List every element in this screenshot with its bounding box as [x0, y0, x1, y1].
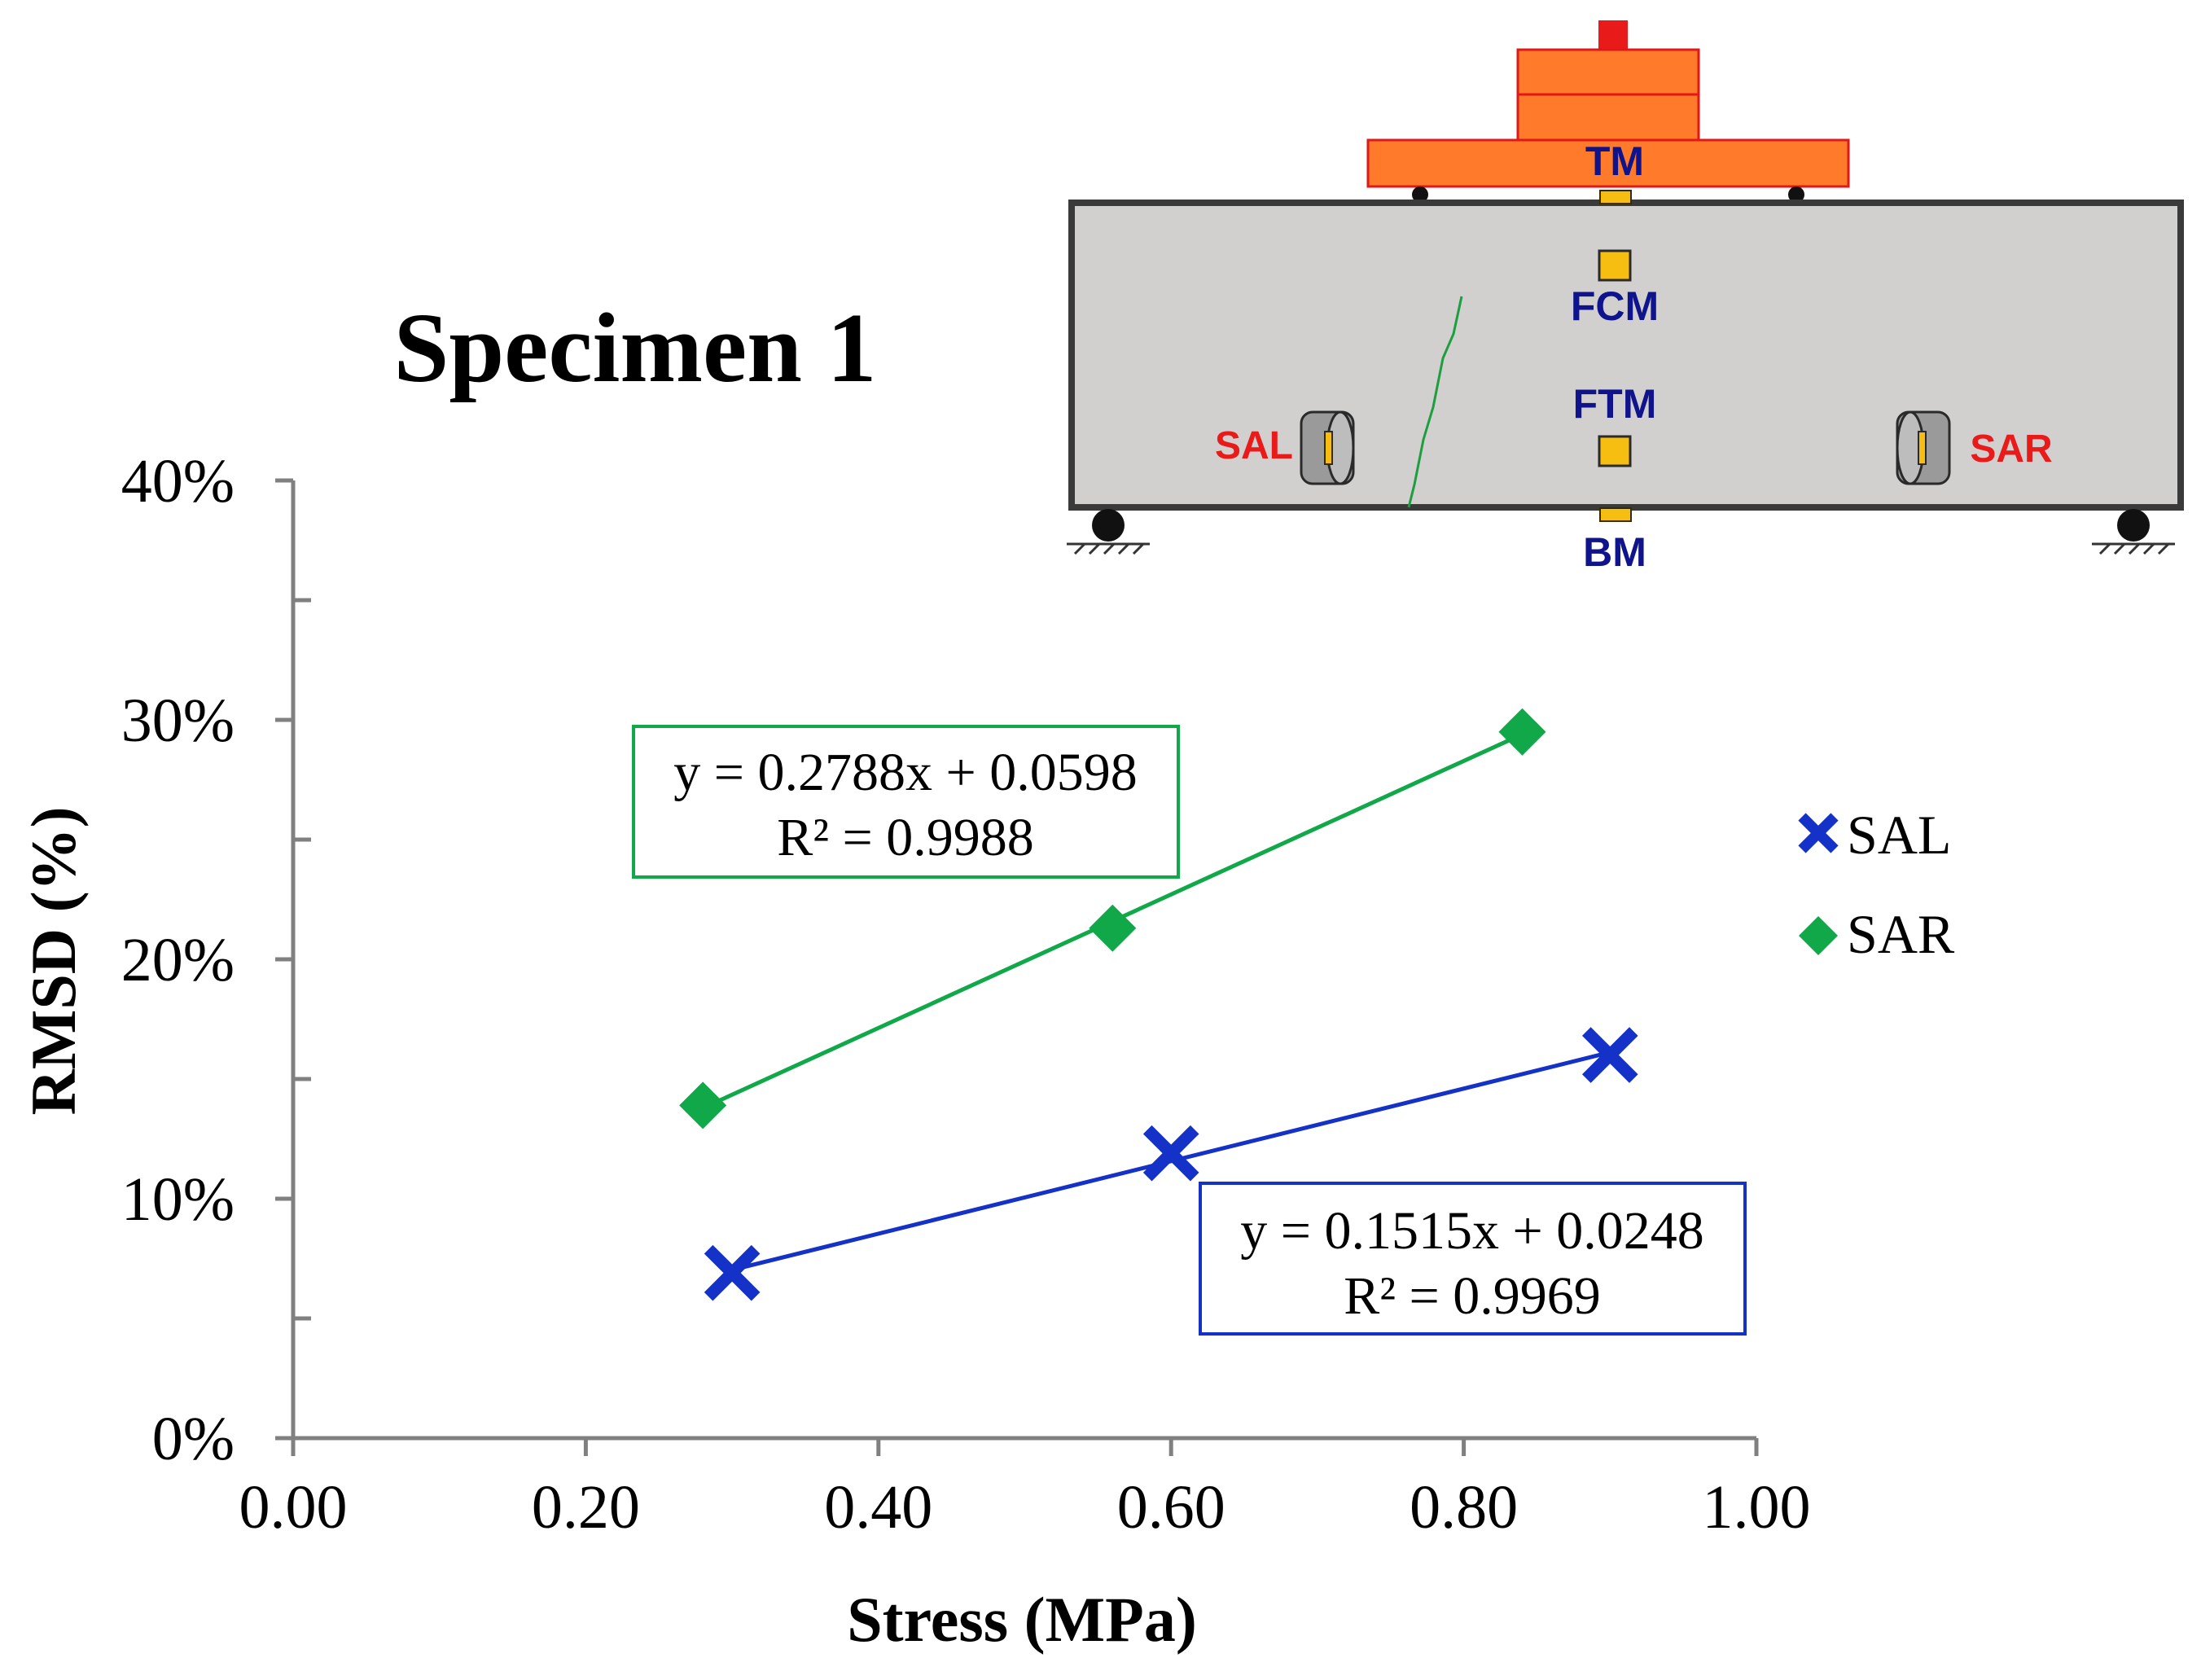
sensor-sar	[1896, 410, 1951, 485]
point-sar	[679, 1081, 727, 1130]
label-sal: SAL	[1215, 424, 1293, 467]
label-sar: SAR	[1970, 428, 2052, 471]
label-tm: TM	[1585, 138, 1644, 184]
sensor-ftm	[1598, 435, 1632, 467]
legend: SAL SAR	[1798, 804, 1955, 965]
sal-r2-text: R² = 0.9969	[1344, 1266, 1601, 1326]
support-right	[2092, 509, 2175, 555]
beam-test-diagram: TM FCM FTM BM SAL SAR	[1067, 20, 2184, 575]
sar-r2-text: R² = 0.9988	[777, 808, 1034, 867]
sar-equation-text: y = 0.2788x + 0.0598	[673, 743, 1137, 802]
point-sal	[1581, 1027, 1638, 1083]
load-block-upper	[1516, 48, 1700, 96]
axes: 0% 10% 20% 30% 40% 0.00 0.20 0.40 0.60 0.80 1.00	[121, 447, 1811, 1542]
x-axis-title: Stress (MPa)	[847, 1584, 1197, 1655]
label-bm: BM	[1583, 529, 1646, 575]
sar-equation-box: y = 0.2788x + 0.0598 R² = 0.9988	[632, 725, 1180, 879]
sensor-tm	[1599, 190, 1632, 204]
load-roller-left	[1412, 186, 1428, 203]
x-tick-label: 0.20	[532, 1473, 640, 1542]
sensor-fcm	[1598, 249, 1632, 282]
spreader-beam	[1366, 138, 1850, 188]
sal-equation-box: y = 0.1515x + 0.0248 R² = 0.9969	[1199, 1182, 1747, 1336]
sar-equation-frame	[632, 725, 1180, 879]
sal-equation-frame	[1199, 1182, 1747, 1336]
x-tick-label: 0.60	[1117, 1473, 1225, 1542]
y-tick-label: 0%	[152, 1405, 235, 1473]
legend-sar-diamond-icon	[1799, 916, 1838, 955]
point-sal	[1142, 1125, 1199, 1182]
x-tick-label: 1.00	[1703, 1473, 1811, 1542]
crack-line	[1407, 296, 1463, 508]
x-axis-ticks: 0.00 0.20 0.40 0.60 0.80 1.00	[239, 1438, 1811, 1542]
x-tick-label: 0.00	[239, 1473, 348, 1542]
legend-item-sar: SAR	[1799, 903, 1955, 965]
point-sar	[1498, 708, 1546, 756]
legend-item-sal: SAL	[1798, 804, 1951, 866]
y-axis-ticks: 0% 10% 20% 30% 40%	[121, 447, 311, 1473]
point-sar	[1089, 904, 1137, 952]
data-markers	[679, 708, 1638, 1301]
y-tick-label: 10%	[121, 1165, 235, 1234]
y-tick-label: 40%	[121, 447, 235, 515]
legend-sal-x-icon	[1798, 813, 1839, 853]
label-ftm: FTM	[1573, 381, 1657, 427]
label-fcm: FCM	[1571, 283, 1659, 329]
point-sal	[704, 1244, 761, 1301]
legend-sar-label: SAR	[1847, 903, 1955, 965]
legend-sal-label: SAL	[1847, 804, 1951, 866]
sal-equation-text: y = 0.1515x + 0.0248	[1240, 1201, 1703, 1261]
load-point	[1598, 20, 1628, 50]
sensor-bm	[1599, 507, 1632, 522]
x-tick-label: 0.80	[1410, 1473, 1518, 1542]
load-block-middle	[1516, 93, 1700, 142]
x-tick-label: 0.40	[824, 1473, 932, 1542]
sensor-sal	[1300, 410, 1355, 485]
y-axis-title: RMSD (%)	[18, 806, 89, 1115]
support-left	[1067, 509, 1150, 555]
y-tick-label: 20%	[121, 926, 235, 994]
y-tick-label: 30%	[121, 686, 235, 755]
load-roller-right	[1788, 186, 1804, 203]
chart-title: Specimen 1	[393, 293, 876, 403]
